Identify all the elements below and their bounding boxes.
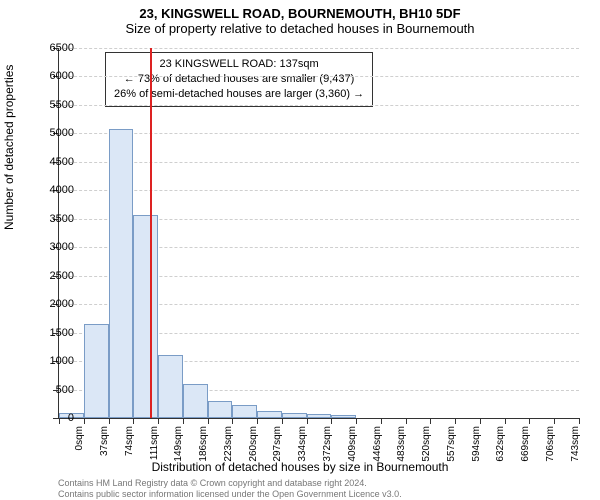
x-tick [331,418,332,424]
y-tick-label: 5500 [34,99,74,111]
histogram-bar [133,215,158,418]
x-tick-label: 334sqm [297,426,308,476]
x-tick-label: 409sqm [347,426,358,476]
x-tick [406,418,407,424]
y-tick-label: 5000 [34,127,74,139]
annotation-box: 23 KINGSWELL ROAD: 137sqm ← 73% of detac… [105,52,373,107]
x-tick-label: 520sqm [421,426,432,476]
y-tick-label: 4500 [34,156,74,168]
y-tick-label: 3500 [34,213,74,225]
histogram-bar [208,401,233,418]
reference-line [150,48,152,418]
x-tick [579,418,580,424]
x-tick [554,418,555,424]
x-tick [307,418,308,424]
chart-container: 23, KINGSWELL ROAD, BOURNEMOUTH, BH10 5D… [0,0,600,500]
x-tick-label: 223sqm [223,426,234,476]
y-tick-label: 0 [34,412,74,424]
histogram-bar [232,405,257,418]
x-tick-label: 111sqm [149,426,160,476]
x-tick-label: 186sqm [198,426,209,476]
y-tick-label: 2500 [34,270,74,282]
footer-line-2: Contains public sector information licen… [58,489,402,500]
histogram-bar [307,414,332,418]
y-tick-label: 1500 [34,327,74,339]
histogram-bar [158,355,183,418]
x-tick-label: 297sqm [272,426,283,476]
x-tick-label: 0sqm [74,426,85,476]
y-tick-label: 500 [34,384,74,396]
x-tick-label: 706sqm [545,426,556,476]
grid-line [59,133,579,134]
x-tick-label: 260sqm [248,426,259,476]
x-tick-label: 669sqm [520,426,531,476]
x-tick [505,418,506,424]
x-tick-label: 372sqm [322,426,333,476]
x-tick [282,418,283,424]
y-tick-label: 3000 [34,241,74,253]
chart-title-sub: Size of property relative to detached ho… [0,21,600,40]
footer-line-1: Contains HM Land Registry data © Crown c… [58,478,402,489]
y-tick-label: 6500 [34,42,74,54]
x-tick [158,418,159,424]
grid-line [59,190,579,191]
histogram-bar [84,324,109,418]
x-tick-label: 743sqm [570,426,581,476]
x-tick [208,418,209,424]
histogram-bar [282,413,307,418]
histogram-bar [331,415,356,418]
x-tick [257,418,258,424]
x-tick [480,418,481,424]
x-tick [430,418,431,424]
y-tick-label: 2000 [34,298,74,310]
footer-attribution: Contains HM Land Registry data © Crown c… [58,478,402,500]
x-tick [381,418,382,424]
chart-title-main: 23, KINGSWELL ROAD, BOURNEMOUTH, BH10 5D… [0,0,600,21]
x-tick-label: 74sqm [124,426,135,476]
grid-line [59,48,579,49]
x-tick [84,418,85,424]
grid-line [59,105,579,106]
x-tick [455,418,456,424]
x-tick [133,418,134,424]
x-tick [183,418,184,424]
x-tick-label: 632sqm [495,426,506,476]
chart-plot-area: 23 KINGSWELL ROAD: 137sqm ← 73% of detac… [58,48,579,419]
x-tick-label: 37sqm [99,426,110,476]
x-tick-label: 149sqm [173,426,184,476]
x-tick [356,418,357,424]
grid-line [59,76,579,77]
y-tick-label: 4000 [34,184,74,196]
grid-line [59,162,579,163]
y-axis-title: Number of detached properties [2,65,16,230]
x-tick [109,418,110,424]
x-tick-label: 594sqm [471,426,482,476]
x-tick-label: 446sqm [372,426,383,476]
histogram-bar [257,411,282,418]
y-tick-label: 6000 [34,70,74,82]
x-tick [529,418,530,424]
x-tick-label: 483sqm [396,426,407,476]
histogram-bar [183,384,208,418]
y-tick-label: 1000 [34,355,74,367]
x-tick-label: 557sqm [446,426,457,476]
histogram-bar [109,129,134,418]
x-tick [232,418,233,424]
